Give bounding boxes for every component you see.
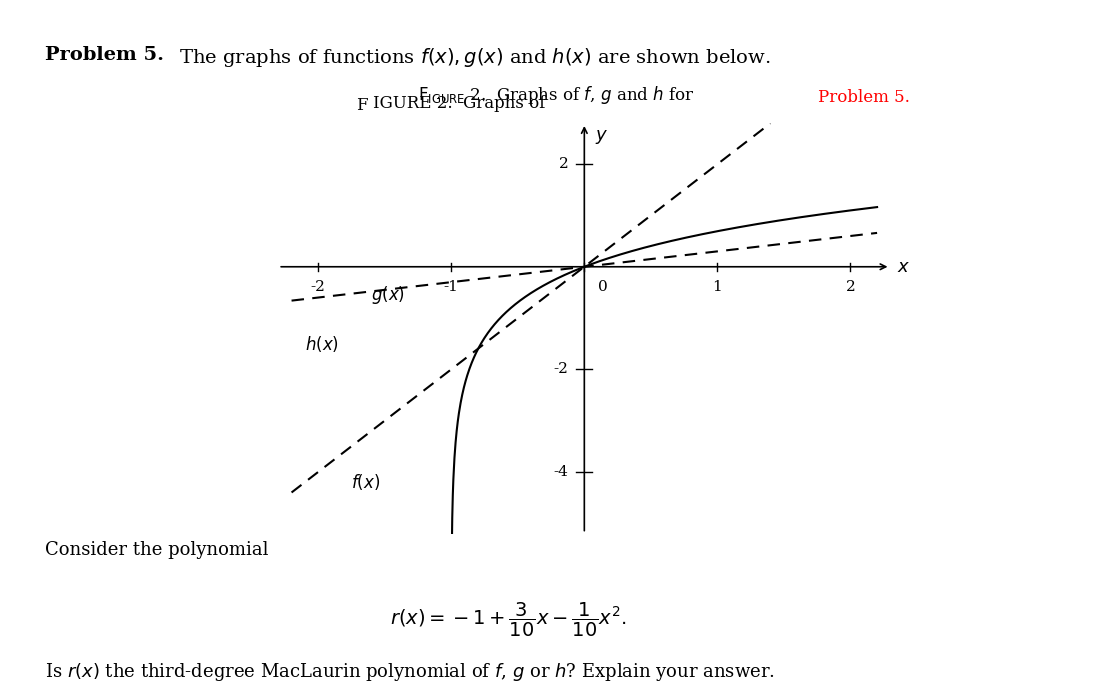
Text: -2: -2: [311, 280, 326, 293]
Text: Problem 5.: Problem 5.: [45, 47, 164, 64]
Text: $f(x)$: $f(x)$: [352, 472, 381, 492]
Text: 0: 0: [598, 280, 608, 293]
Text: IGURE 2.  Graphs of: IGURE 2. Graphs of: [373, 96, 551, 112]
Text: 2: 2: [559, 157, 569, 171]
Text: -1: -1: [444, 280, 459, 293]
Text: $x$: $x$: [897, 258, 910, 276]
Text: F: F: [356, 98, 367, 114]
Text: $g(x)$: $g(x)$: [372, 284, 405, 306]
Text: -4: -4: [553, 465, 569, 479]
Text: $r(x) = -1 + \dfrac{3}{10}x - \dfrac{1}{10}x^2.$: $r(x) = -1 + \dfrac{3}{10}x - \dfrac{1}{…: [390, 601, 627, 640]
Text: $y$: $y$: [595, 129, 609, 146]
Text: 2: 2: [846, 280, 856, 293]
Text: $\mathrm{F}_{\mathrm{IGURE}}$ 2.  Graphs of $f$, $g$ and $h$ for: $\mathrm{F}_{\mathrm{IGURE}}$ 2. Graphs …: [418, 84, 695, 106]
Text: Problem 5.: Problem 5.: [818, 89, 910, 106]
Text: -2: -2: [553, 363, 569, 376]
Text: $h(x)$: $h(x)$: [305, 334, 338, 354]
Text: Consider the polynomial: Consider the polynomial: [45, 541, 268, 559]
Text: The graphs of functions $f(x), g(x)$ and $h(x)$ are shown below.: The graphs of functions $f(x), g(x)$ and…: [173, 47, 770, 69]
Text: 1: 1: [712, 280, 722, 293]
Text: Is $r(x)$ the third-degree MacLaurin polynomial of $f$, $g$ or $h$? Explain your: Is $r(x)$ the third-degree MacLaurin pol…: [45, 661, 775, 683]
